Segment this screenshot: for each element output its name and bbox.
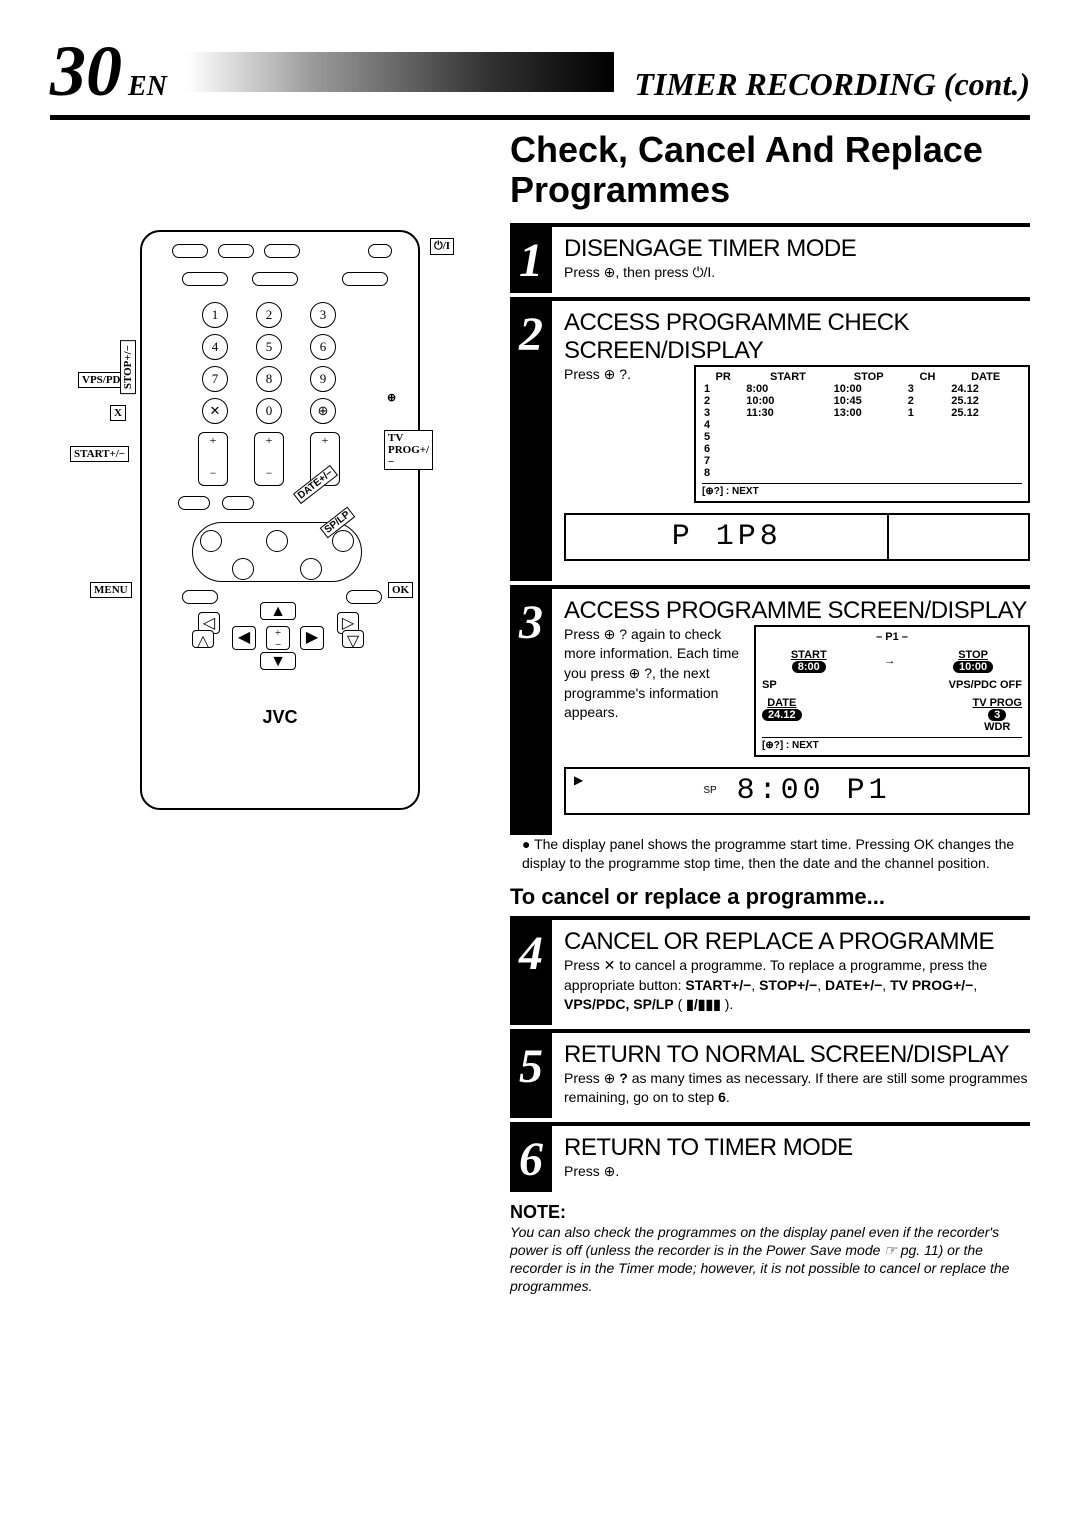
- step-text: Press ⊕ ?.: [564, 365, 684, 503]
- step-text: Press ⊕, then press ⏻/I.: [564, 263, 1030, 283]
- remote-rew: [200, 530, 222, 552]
- remote-btn: [368, 244, 392, 258]
- step-title: DISENGAGE TIMER MODE: [564, 235, 1030, 263]
- osd-table: PR START STOP CH DATE 18:0010:00324.12 2…: [702, 371, 1022, 479]
- lcd-text: P 1P8: [672, 520, 782, 554]
- remote-ok-btn: [346, 590, 382, 604]
- step-num: 6: [510, 1126, 552, 1192]
- remote-nav-dn: ▼: [260, 652, 296, 670]
- step-3: 3 ACCESS PROGRAMME SCREEN/DISPLAY Press …: [510, 585, 1030, 874]
- remote-key-1: 1: [202, 302, 228, 328]
- lcd-display-2: ▶ SP 8:00 P1: [564, 767, 1030, 815]
- remote-nav-left: ◀: [232, 626, 256, 650]
- page-lang: EN: [128, 71, 167, 103]
- step-4: 4 CANCEL OR REPLACE A PROGRAMME Press ✕ …: [510, 916, 1030, 1025]
- label-start-pm: START+/−: [70, 446, 129, 462]
- step-6: 6 RETURN TO TIMER MODE Press ⊕.: [510, 1122, 1030, 1192]
- remote-column: 1 2 3 4 5 6 7 8 9 ✕ 0 ⊕ +− +− +−: [50, 130, 510, 1295]
- label-power: ⏻/I: [430, 238, 454, 255]
- lcd-display: P 1P8: [564, 513, 1030, 561]
- step-title: RETURN TO NORMAL SCREEN/DISPLAY: [564, 1041, 1030, 1069]
- remote-nav-center: +−: [266, 626, 290, 650]
- step-text: Press ⊕.: [564, 1162, 1030, 1182]
- label-tv-prog-pm: TV PROG+/−: [384, 430, 433, 470]
- step-text: Press ⊕ ? again to check more informatio…: [564, 625, 744, 757]
- remote-key-0: 0: [256, 398, 282, 424]
- step-text: Press ✕ to cancel a programme. To replac…: [564, 956, 1030, 1015]
- remote-nav-dn2: ▽: [342, 630, 364, 648]
- step-2: 2 ACCESS PROGRAMME CHECK SCREEN/DISPLAY …: [510, 297, 1030, 581]
- remote-nav-up: ▲: [260, 602, 296, 620]
- remote-menu-btn: [182, 590, 218, 604]
- remote-key-2: 2: [256, 302, 282, 328]
- note-heading: NOTE:: [510, 1202, 1030, 1223]
- label-stop-pm: STOP+/−: [120, 340, 136, 394]
- remote-ff: [332, 530, 354, 552]
- gradient-bar: [187, 52, 614, 92]
- remote-key-9: 9: [310, 366, 336, 392]
- remote-btn: [222, 496, 254, 510]
- remote-key-7: 7: [202, 366, 228, 392]
- step-title: ACCESS PROGRAMME CHECK SCREEN/DISPLAY: [564, 309, 1030, 365]
- step-num: 5: [510, 1033, 552, 1118]
- remote-rocker: +−: [254, 432, 284, 486]
- remote-key-5: 5: [256, 334, 282, 360]
- remote-btn: [342, 272, 388, 286]
- remote-btn: [218, 244, 254, 258]
- step-text: Press ⊕ ? as many times as necessary. If…: [564, 1069, 1030, 1108]
- remote-btn: [178, 496, 210, 510]
- step-5: 5 RETURN TO NORMAL SCREEN/DISPLAY Press …: [510, 1029, 1030, 1118]
- step-title: RETURN TO TIMER MODE: [564, 1134, 1030, 1162]
- remote-key-timer: ⊕: [310, 398, 336, 424]
- osd-next: [⊕?] : NEXT: [702, 483, 1022, 497]
- step-num: 2: [510, 301, 552, 581]
- remote-key-3: 3: [310, 302, 336, 328]
- remote-control: 1 2 3 4 5 6 7 8 9 ✕ 0 ⊕ +− +− +−: [140, 230, 420, 810]
- osd-next: [⊕?] : NEXT: [762, 737, 1022, 751]
- step-num: 3: [510, 589, 552, 835]
- remote-key-4: 4: [202, 334, 228, 360]
- remote-key-x: ✕: [202, 398, 228, 424]
- lcd-text: 8:00 P1: [737, 774, 891, 808]
- remote-nav-up2: △: [192, 630, 214, 648]
- remote-key-6: 6: [310, 334, 336, 360]
- remote-btn: [264, 244, 300, 258]
- page-header: 30 EN TIMER RECORDING (cont.): [50, 30, 1030, 120]
- remote-stop: [232, 558, 254, 580]
- content-column: Check, Cancel And Replace Programmes 1 D…: [510, 130, 1030, 1295]
- osd-programme-list: PR START STOP CH DATE 18:0010:00324.12 2…: [694, 365, 1030, 503]
- step-title: CANCEL OR REPLACE A PROGRAMME: [564, 928, 1030, 956]
- remote-btn: [182, 272, 228, 286]
- remote-pause: [300, 558, 322, 580]
- power-callout-pill: ⊕: [384, 390, 399, 405]
- osd-programme-detail: – P1 – START 8:00 → STOP 10:00: [754, 625, 1030, 757]
- step-num: 1: [510, 227, 552, 293]
- remote-play: [266, 530, 288, 552]
- step3-bullet: ● The display panel shows the programme …: [510, 835, 1030, 874]
- remote-rocker: +−: [198, 432, 228, 486]
- remote-btn: [172, 244, 208, 258]
- page-number-block: 30 EN: [50, 30, 167, 113]
- main-heading: Check, Cancel And Replace Programmes: [510, 130, 1030, 209]
- step-title: ACCESS PROGRAMME SCREEN/DISPLAY: [564, 597, 1030, 625]
- step-num: 4: [510, 920, 552, 1025]
- remote-btn: [252, 272, 298, 286]
- remote-brand: JVC: [142, 707, 418, 728]
- remote-key-8: 8: [256, 366, 282, 392]
- note-text: You can also check the programmes on the…: [510, 1223, 1030, 1296]
- section-title: TIMER RECORDING (cont.): [634, 66, 1030, 103]
- step-1: 1 DISENGAGE TIMER MODE Press ⊕, then pre…: [510, 223, 1030, 293]
- label-ok: OK: [388, 582, 413, 598]
- page-number: 30: [50, 30, 122, 113]
- remote-nav-right: ▶: [300, 626, 324, 650]
- label-menu: MENU: [90, 582, 132, 598]
- subheading: To cancel or replace a programme...: [510, 884, 1030, 910]
- label-x: X: [110, 405, 126, 421]
